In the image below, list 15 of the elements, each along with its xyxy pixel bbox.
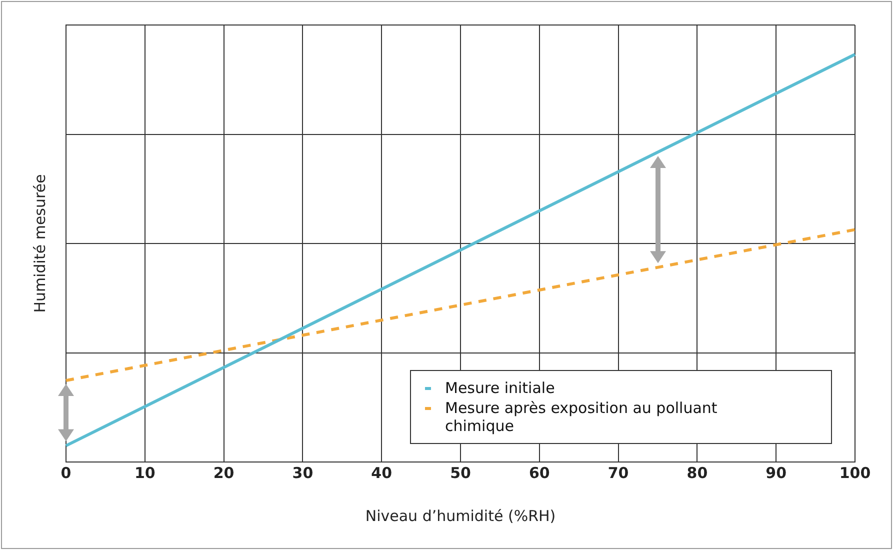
x-tick-label: 90	[766, 464, 787, 482]
x-tick-label: 10	[134, 464, 156, 482]
x-axis-title: Niveau d’humidité (%RH)	[365, 506, 556, 525]
x-tick-label: 50	[450, 464, 471, 482]
x-tick-label: 80	[686, 464, 708, 482]
x-tick-label: 40	[371, 464, 392, 482]
legend-label: Mesure après exposition au polluant chimique	[445, 399, 718, 435]
x-tick-label: 60	[528, 464, 550, 482]
x-tick-label: 30	[292, 464, 314, 482]
x-tick-label: 20	[213, 464, 234, 482]
x-tick-label: 100	[839, 464, 871, 482]
legend-label: Mesure initiale	[445, 379, 555, 397]
x-tick-label: 0	[60, 464, 72, 482]
y-axis-title: Humidité mesurée	[30, 174, 49, 313]
x-tick-label: 70	[608, 464, 629, 482]
